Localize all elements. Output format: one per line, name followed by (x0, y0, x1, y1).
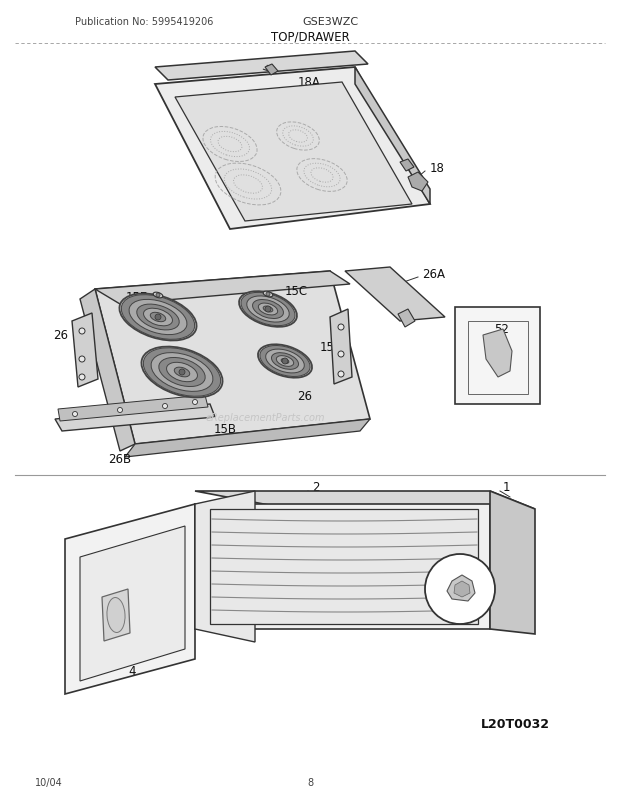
Circle shape (338, 351, 344, 358)
Polygon shape (58, 395, 208, 422)
Text: 8: 8 (307, 777, 313, 787)
Ellipse shape (141, 347, 223, 398)
Ellipse shape (263, 292, 273, 298)
Polygon shape (490, 492, 535, 634)
Polygon shape (155, 52, 368, 81)
Text: Publication No: 5995419206: Publication No: 5995419206 (75, 17, 213, 27)
Circle shape (79, 357, 85, 363)
Circle shape (192, 400, 198, 405)
Text: 26: 26 (298, 390, 312, 403)
Polygon shape (80, 290, 135, 452)
Ellipse shape (260, 346, 310, 377)
Text: 52: 52 (495, 323, 510, 336)
Ellipse shape (277, 356, 294, 367)
Text: 26: 26 (53, 329, 68, 342)
Polygon shape (210, 509, 478, 624)
Ellipse shape (107, 597, 125, 633)
Ellipse shape (258, 345, 312, 379)
Text: 15E: 15E (126, 291, 148, 304)
Polygon shape (455, 308, 540, 404)
Ellipse shape (247, 297, 290, 322)
Circle shape (162, 404, 167, 409)
Ellipse shape (281, 359, 289, 364)
Circle shape (118, 408, 123, 413)
Ellipse shape (259, 304, 278, 315)
Ellipse shape (143, 348, 221, 397)
Text: GSE3WZC: GSE3WZC (302, 17, 358, 27)
Polygon shape (355, 68, 430, 205)
Polygon shape (155, 68, 430, 229)
Text: 15C: 15C (285, 286, 308, 298)
Circle shape (73, 412, 78, 417)
Ellipse shape (241, 293, 295, 326)
Polygon shape (195, 504, 490, 630)
Polygon shape (330, 310, 352, 384)
Circle shape (338, 325, 344, 330)
Ellipse shape (122, 295, 195, 340)
Circle shape (338, 371, 344, 378)
Text: eReplacementParts.com: eReplacementParts.com (205, 412, 325, 423)
Polygon shape (345, 268, 445, 322)
Text: 7: 7 (456, 603, 464, 616)
Ellipse shape (120, 294, 197, 341)
Text: 15B: 15B (213, 423, 236, 436)
Polygon shape (125, 419, 370, 457)
Circle shape (179, 370, 185, 375)
Polygon shape (454, 581, 470, 597)
Text: 26A: 26A (422, 267, 445, 280)
Polygon shape (72, 314, 98, 387)
Polygon shape (175, 83, 412, 221)
Circle shape (425, 554, 495, 624)
Circle shape (79, 375, 85, 380)
Ellipse shape (151, 353, 213, 392)
Text: 1: 1 (503, 481, 510, 494)
Text: 2: 2 (312, 481, 319, 494)
Ellipse shape (137, 305, 179, 330)
Circle shape (266, 293, 270, 297)
Text: 10/04: 10/04 (35, 777, 63, 787)
Circle shape (265, 306, 271, 313)
Circle shape (79, 329, 85, 334)
Polygon shape (398, 310, 415, 327)
Ellipse shape (239, 292, 297, 327)
Ellipse shape (252, 300, 283, 319)
Ellipse shape (263, 306, 273, 313)
Polygon shape (483, 330, 512, 378)
Polygon shape (95, 272, 370, 444)
Ellipse shape (159, 358, 205, 387)
Polygon shape (400, 160, 414, 172)
Circle shape (155, 314, 161, 321)
Text: 16: 16 (326, 140, 341, 152)
Polygon shape (408, 172, 428, 192)
Polygon shape (95, 272, 350, 305)
Ellipse shape (167, 363, 197, 383)
Circle shape (156, 294, 160, 298)
Ellipse shape (150, 313, 166, 322)
Ellipse shape (272, 353, 298, 370)
Text: 18A: 18A (298, 75, 321, 88)
Polygon shape (195, 492, 535, 509)
Ellipse shape (153, 293, 163, 298)
Polygon shape (55, 404, 215, 431)
Polygon shape (80, 526, 185, 681)
Polygon shape (265, 65, 278, 76)
Polygon shape (447, 575, 475, 602)
Text: 26B: 26B (108, 453, 131, 466)
Circle shape (282, 358, 288, 365)
Polygon shape (65, 504, 195, 695)
Text: 15A: 15A (320, 341, 343, 354)
Text: L20T0032: L20T0032 (480, 718, 549, 731)
Polygon shape (102, 589, 130, 642)
Text: TOP/DRAWER: TOP/DRAWER (270, 30, 350, 43)
Text: 4: 4 (128, 665, 136, 678)
Ellipse shape (143, 309, 172, 326)
Ellipse shape (129, 300, 187, 335)
Ellipse shape (174, 367, 190, 378)
Ellipse shape (266, 350, 304, 374)
Text: 18: 18 (430, 161, 445, 174)
Polygon shape (195, 492, 255, 642)
